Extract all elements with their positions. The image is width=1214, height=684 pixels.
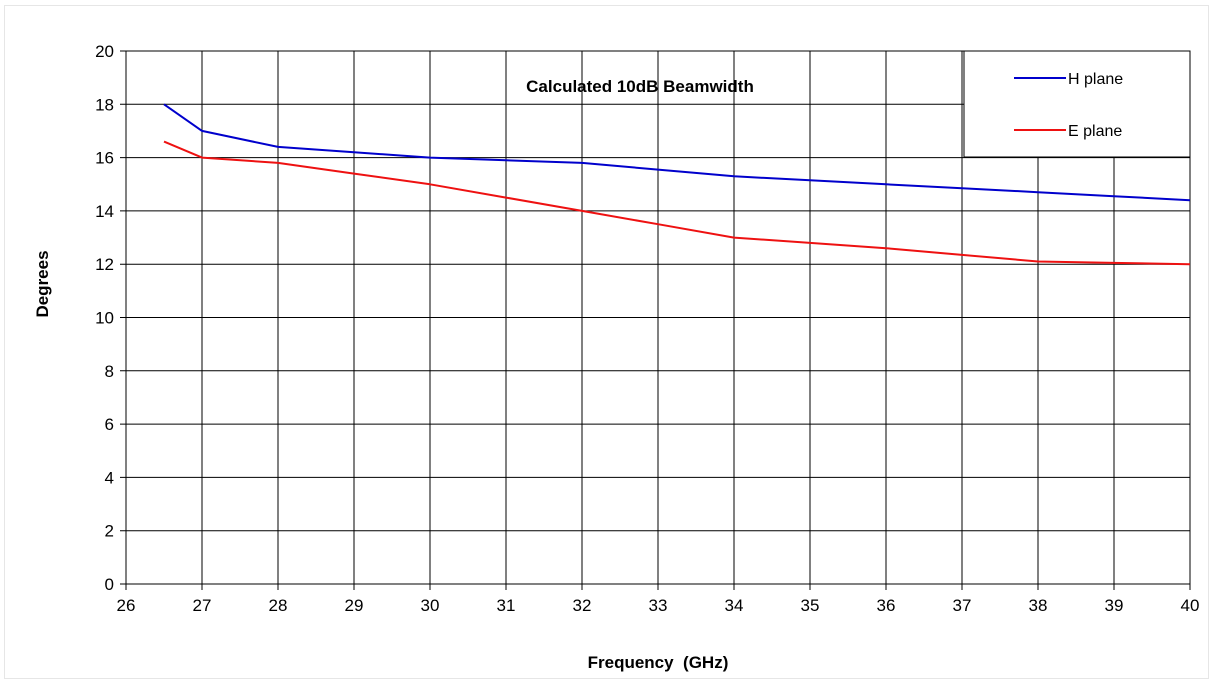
x-tick-label: 32 (573, 596, 592, 615)
series-line-h-plane (163, 103, 1191, 202)
legend-box (963, 50, 1191, 158)
x-tick-label: 26 (117, 596, 136, 615)
x-tick-label: 40 (1181, 596, 1200, 615)
series-layer (163, 103, 1191, 266)
x-tick-label: 31 (497, 596, 516, 615)
x-tick-label: 29 (345, 596, 364, 615)
chart-title: Calculated 10dB Beamwidth (526, 77, 754, 96)
x-tick-labels: 26 27 28 29 30 31 32 33 34 35 36 37 38 39 40 (117, 596, 1200, 615)
y-tick-label: 0 (105, 575, 114, 594)
x-tick-label: 30 (421, 596, 440, 615)
chart-frame (4, 5, 1209, 679)
y-tick-label: 6 (105, 415, 114, 434)
x-tick-label: 28 (269, 596, 288, 615)
y-tick-label: 16 (95, 149, 114, 168)
y-tick-labels: 0 2 4 6 8 10 12 14 16 18 20 (95, 42, 114, 594)
y-tick-label: 14 (95, 202, 114, 221)
x-tick-label: 33 (649, 596, 668, 615)
series-line-e-plane (163, 140, 1191, 266)
y-tick-label: 20 (95, 42, 114, 61)
x-axis-title: Frequency (GHz) (588, 653, 729, 672)
y-tick-label: 18 (95, 95, 114, 114)
y-tick-label: 10 (95, 309, 114, 328)
y-tick-label: 8 (105, 362, 114, 381)
x-tick-label: 37 (953, 596, 972, 615)
y-tick-label: 12 (95, 255, 114, 274)
x-tick-label: 34 (725, 596, 744, 615)
y-tick-label: 4 (105, 468, 114, 487)
y-tick-label: 2 (105, 522, 114, 541)
legend: H plane E plane (963, 50, 1191, 158)
x-tick-label: 38 (1029, 596, 1048, 615)
x-tick-label: 39 (1105, 596, 1124, 615)
legend-label-e-plane: E plane (1068, 123, 1122, 140)
x-tick-label: 27 (193, 596, 212, 615)
x-tick-label: 36 (877, 596, 896, 615)
x-tick-label: 35 (801, 596, 820, 615)
plot-area (125, 50, 1191, 585)
y-axis-title: Degrees (33, 250, 52, 317)
legend-label-h-plane: H plane (1068, 71, 1123, 88)
